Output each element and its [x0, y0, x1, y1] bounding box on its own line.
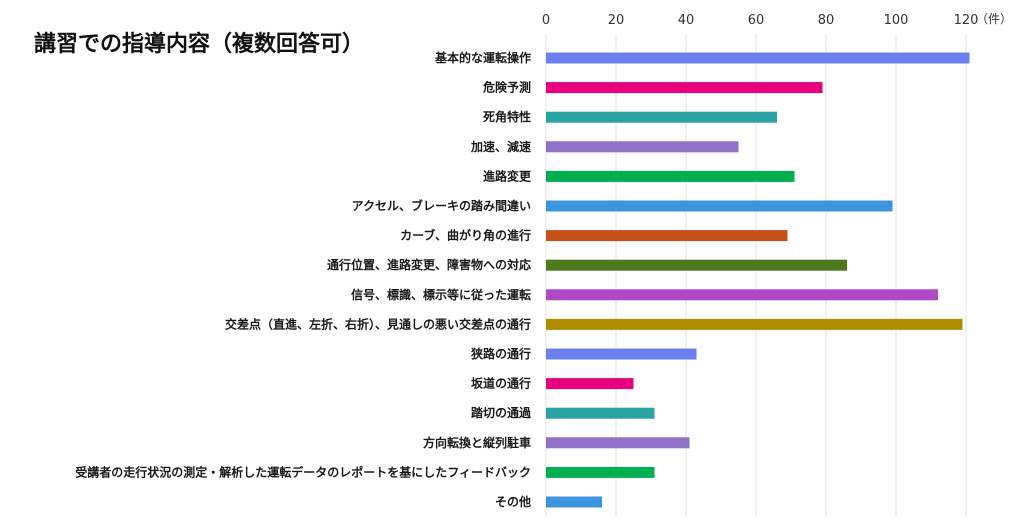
bar [546, 496, 602, 508]
category-label: 通行位置、進路変更、障害物への対応 [327, 257, 531, 272]
chart-title: 講習での指導内容（複数回答可） [34, 32, 365, 57]
category-label: 進路変更 [483, 168, 532, 183]
bar [546, 230, 788, 242]
bar [546, 378, 634, 390]
category-label: カーブ、曲がり角の進行 [400, 228, 531, 243]
category-label: その他 [495, 494, 531, 509]
category-label: 危険予測 [482, 80, 531, 95]
bar [546, 141, 739, 153]
bar [546, 259, 847, 271]
bar [546, 407, 655, 419]
bar [546, 170, 795, 182]
x-tick-label: 100 [884, 13, 909, 28]
bar [546, 82, 823, 94]
x-tick-label: 120 [954, 13, 979, 28]
category-label: 信号、標識、標示等に従った運転 [351, 287, 531, 302]
category-label: 坂道の通行 [471, 376, 531, 391]
bar [546, 466, 655, 478]
category-label: 死角特性 [483, 109, 531, 124]
category-label: 交差点（直進、左折、右折）、見通しの悪い交差点の通行 [225, 316, 531, 331]
bar [546, 289, 938, 301]
x-tick-label: 60 [748, 13, 765, 28]
category-label: 狭路の通行 [470, 346, 531, 361]
category-label: 加速、減速 [470, 139, 531, 154]
category-label: アクセル、ブレーキの踏み間違い [352, 198, 531, 213]
bar [546, 111, 777, 123]
bar [546, 318, 963, 330]
unit-label: （件） [976, 12, 1012, 26]
bar [546, 200, 893, 212]
category-label: 方向転換と縦列駐車 [423, 435, 531, 450]
category-label: 受講者の走行状況の測定・解析した運転データのレポートを基にしたフィードバック [75, 464, 531, 479]
category-label: 踏切の通過 [471, 405, 532, 420]
bar [546, 437, 690, 449]
category-label: 基本的な運転操作 [434, 50, 531, 65]
x-tick-label: 20 [608, 13, 625, 28]
x-tick-label: 40 [678, 13, 695, 28]
x-tick-label: 80 [818, 13, 835, 28]
bar [546, 348, 697, 360]
bar [546, 52, 970, 64]
x-tick-label: 0 [542, 13, 550, 28]
